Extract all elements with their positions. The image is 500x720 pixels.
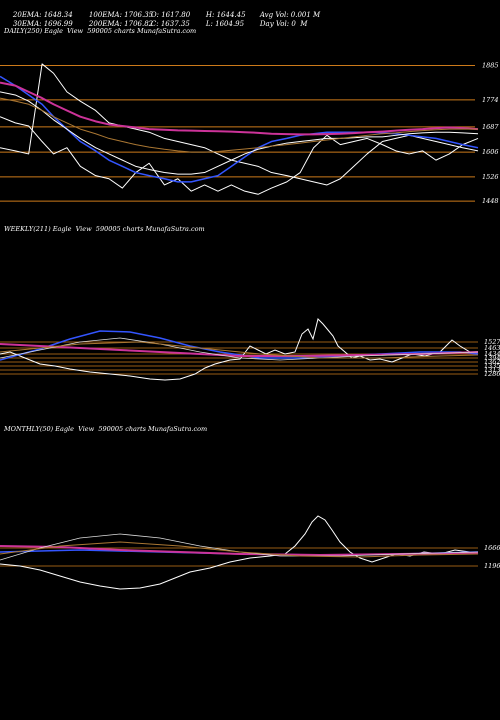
- monthly-level-label: 1196: [484, 562, 500, 570]
- daily-level-label: 1687: [482, 123, 499, 131]
- daily-level-label: 1606: [482, 148, 499, 156]
- daily-chart: 1885 1774 1687 1606 1526 1448: [0, 61, 499, 205]
- header-row-1: 20EMA: 1648.34 100EMA: 1706.35O: 1617.80 H…: [4, 2, 320, 29]
- ema200-value: 200EMA: 1706.82: [88, 20, 154, 28]
- weekly-level-label: 1362: [484, 358, 500, 366]
- monthly-panel-label: MONTHLY(50) Eagle View 590005 charts Mun…: [4, 425, 208, 433]
- daily-level-label: 1774: [482, 96, 499, 104]
- daily-series-price: [0, 116, 479, 195]
- daily-series-ma-slow: [0, 81, 479, 136]
- ema30-value: 30EMA: 1696.99: [12, 20, 73, 28]
- weekly-level-label: 1527: [484, 338, 500, 346]
- monthly-level-label: 1666: [484, 544, 500, 552]
- weekly-level-label: 1313: [484, 366, 500, 374]
- day-vol-value: Day Vol: 0 M: [259, 20, 308, 28]
- monthly-chart: 1666 1196: [0, 515, 500, 590]
- weekly-series-ma-mid: [0, 337, 479, 361]
- daily-panel-label: DAILY(250) Eagle View 590005 charts Muna…: [4, 27, 197, 35]
- ema100-value: 100EMA: 1706.35: [88, 11, 154, 19]
- header-row-2: 30EMA: 1696.99 200EMA: 1706.82C: 1637.35 L…: [4, 11, 308, 38]
- monthly-series-price: [0, 515, 479, 590]
- daily-series-price-2: [0, 63, 479, 186]
- daily-level-label: 1526: [482, 173, 499, 181]
- weekly-level-label: 1335: [484, 362, 500, 370]
- low-value: L: 1604.95: [205, 20, 245, 28]
- monthly-series-ma-200: [0, 541, 479, 558]
- weekly-level-label: 1286: [484, 370, 500, 378]
- weekly-level-label: 1463: [484, 344, 500, 352]
- high-value: H: 1644.45: [205, 11, 246, 19]
- close-value: C: 1637.35: [150, 20, 190, 28]
- ema20-value: 20EMA: 1648.34: [12, 11, 73, 19]
- daily-level-label: 1448: [482, 197, 499, 205]
- weekly-series-price: [0, 318, 479, 381]
- monthly-series-ma-mid: [0, 533, 479, 561]
- weekly-level-label: 1434: [484, 350, 500, 358]
- weekly-series-ma-fast: [0, 330, 479, 361]
- weekly-level-label: 1394: [484, 354, 500, 362]
- weekly-series-ma-200: [0, 341, 479, 359]
- weekly-panel-label: WEEKLY(211) Eagle View 590005 charts Mun…: [4, 225, 205, 233]
- open-value: O: 1617.80: [150, 11, 191, 19]
- daily-level-label: 1885: [482, 61, 499, 69]
- daily-series-ma-200: [0, 97, 478, 153]
- avg-vol-value: Avg Vol: 0.001 M: [259, 11, 321, 19]
- daily-series-ma-fast: [0, 75, 479, 183]
- daily-series-ma-mid: [0, 91, 479, 175]
